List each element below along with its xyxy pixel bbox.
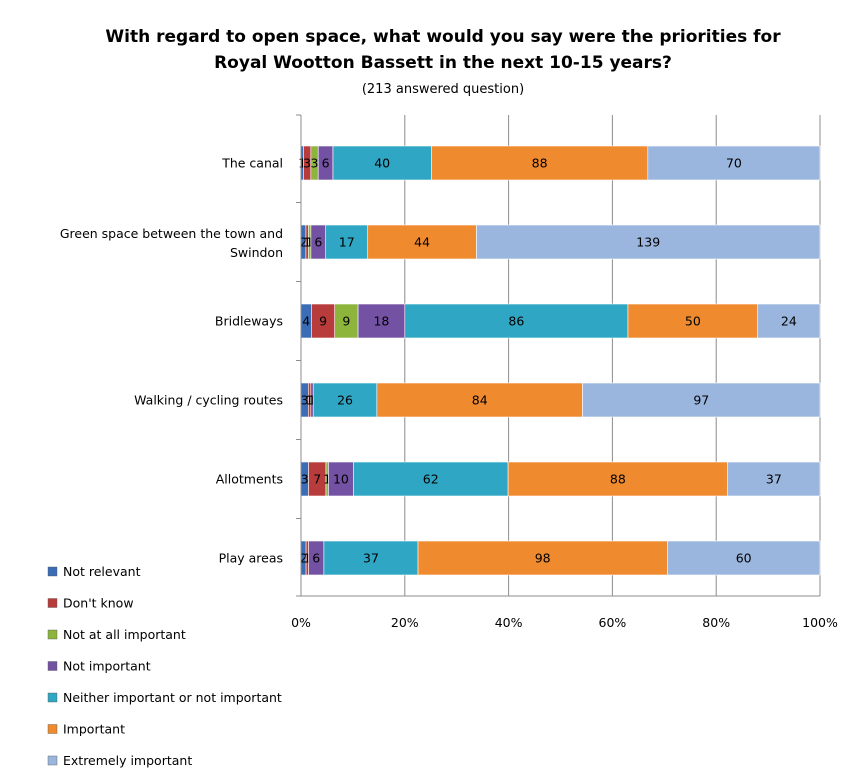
data-label: 26 (337, 393, 353, 408)
legend-swatch (47, 661, 58, 671)
data-label: 40 (374, 156, 390, 171)
legend: Not relevant Don't know Not at all importa… (47, 564, 282, 768)
data-label: 3 (301, 472, 309, 487)
bar-segment (627, 303, 759, 339)
axes: 0% 20% 40% 60% 80% 100% The canal Green space b… (60, 114, 838, 630)
data-label: 6 (322, 156, 330, 171)
bar-segment (328, 461, 354, 497)
chart-title-line-1: With regard to open space, what would yo… (105, 27, 781, 47)
legend-entry: Don't know (63, 596, 134, 611)
data-label: 37 (363, 551, 379, 566)
legend-entry: Not important (63, 659, 151, 674)
legend-swatch (47, 724, 58, 734)
bar-segment (476, 224, 821, 260)
legend-swatch (47, 755, 58, 766)
bar-segment (647, 145, 821, 181)
bar-segment (507, 461, 728, 497)
data-label: 17 (339, 235, 355, 250)
data-label: 1 (306, 235, 314, 250)
data-label: 1 (298, 156, 306, 171)
category-label: Swindon (230, 245, 283, 260)
data-label: 88 (532, 156, 548, 171)
x-tick-label: 80% (702, 615, 730, 630)
chart-title-line-2: Royal Wootton Bassett in the next 10-15 … (214, 53, 672, 73)
data-label: 37 (766, 472, 782, 487)
bar-segment (367, 224, 477, 260)
data-label: 1 (303, 235, 311, 250)
category-label: The canal (221, 156, 283, 171)
legend-entry: Not at all important (63, 627, 186, 642)
category-label: Play areas (219, 551, 283, 566)
bar-segment (582, 382, 821, 418)
data-label: 3 (301, 393, 309, 408)
data-label: 4 (302, 314, 310, 329)
bar-segment (667, 540, 821, 576)
data-label: 84 (472, 393, 488, 408)
data-label: 62 (423, 472, 439, 487)
data-label: 3 (303, 156, 311, 171)
data-label: 97 (693, 393, 709, 408)
legend-entry: Extremely important (63, 753, 192, 768)
legend-swatch (47, 692, 58, 703)
data-label: 24 (781, 314, 797, 329)
bar-segment (357, 303, 406, 339)
data-label: 88 (610, 472, 626, 487)
data-label: 98 (535, 551, 551, 566)
legend-swatch (47, 598, 58, 608)
data-label: 9 (319, 314, 327, 329)
legend-entry: Neither important or not important (63, 690, 282, 705)
data-label: 6 (312, 551, 320, 566)
data-label: 6 (314, 235, 322, 250)
data-label: 1 (303, 551, 311, 566)
data-label: 60 (736, 551, 752, 566)
category-label: Bridleways (215, 314, 283, 329)
x-tick-label: 60% (599, 615, 627, 630)
data-label: 9 (342, 314, 350, 329)
bar-segment (757, 303, 821, 339)
legend-swatch (47, 629, 58, 640)
bar-segment (376, 382, 583, 418)
x-tick-label: 20% (391, 615, 419, 630)
data-label: 1 (323, 472, 331, 487)
gridlines (300, 115, 821, 596)
data-label: 1 (308, 393, 316, 408)
data-label: 70 (726, 156, 742, 171)
data-label: 86 (508, 314, 524, 329)
data-label: 1 (306, 393, 314, 408)
data-label: 10 (333, 472, 349, 487)
bar-segment (431, 145, 649, 181)
x-tick-label: 40% (495, 615, 523, 630)
bar-segment (404, 303, 629, 339)
category-label: Green space between the town and (60, 226, 283, 241)
data-label: 50 (685, 314, 701, 329)
legend-entry: Not relevant (63, 564, 141, 579)
x-tick-label: 0% (291, 615, 311, 630)
legend-entry: Important (63, 722, 125, 737)
data-label: 7 (313, 472, 321, 487)
data-label: 2 (299, 235, 307, 250)
data-label: 3 (311, 156, 319, 171)
bar-segment (325, 224, 369, 260)
x-tick-label: 100% (802, 615, 838, 630)
data-label: 44 (414, 235, 430, 250)
data-label: 18 (373, 314, 389, 329)
bar-segment (727, 461, 821, 497)
bar-segment (323, 540, 419, 576)
legend-swatch (47, 566, 58, 577)
data-label: 2 (300, 551, 308, 566)
chart-subtitle: (213 answered question) (362, 82, 524, 97)
bar-segment (353, 461, 509, 497)
category-label: Allotments (216, 472, 283, 487)
data-label: 139 (636, 235, 660, 250)
category-label: Walking / cycling routes (134, 393, 283, 408)
